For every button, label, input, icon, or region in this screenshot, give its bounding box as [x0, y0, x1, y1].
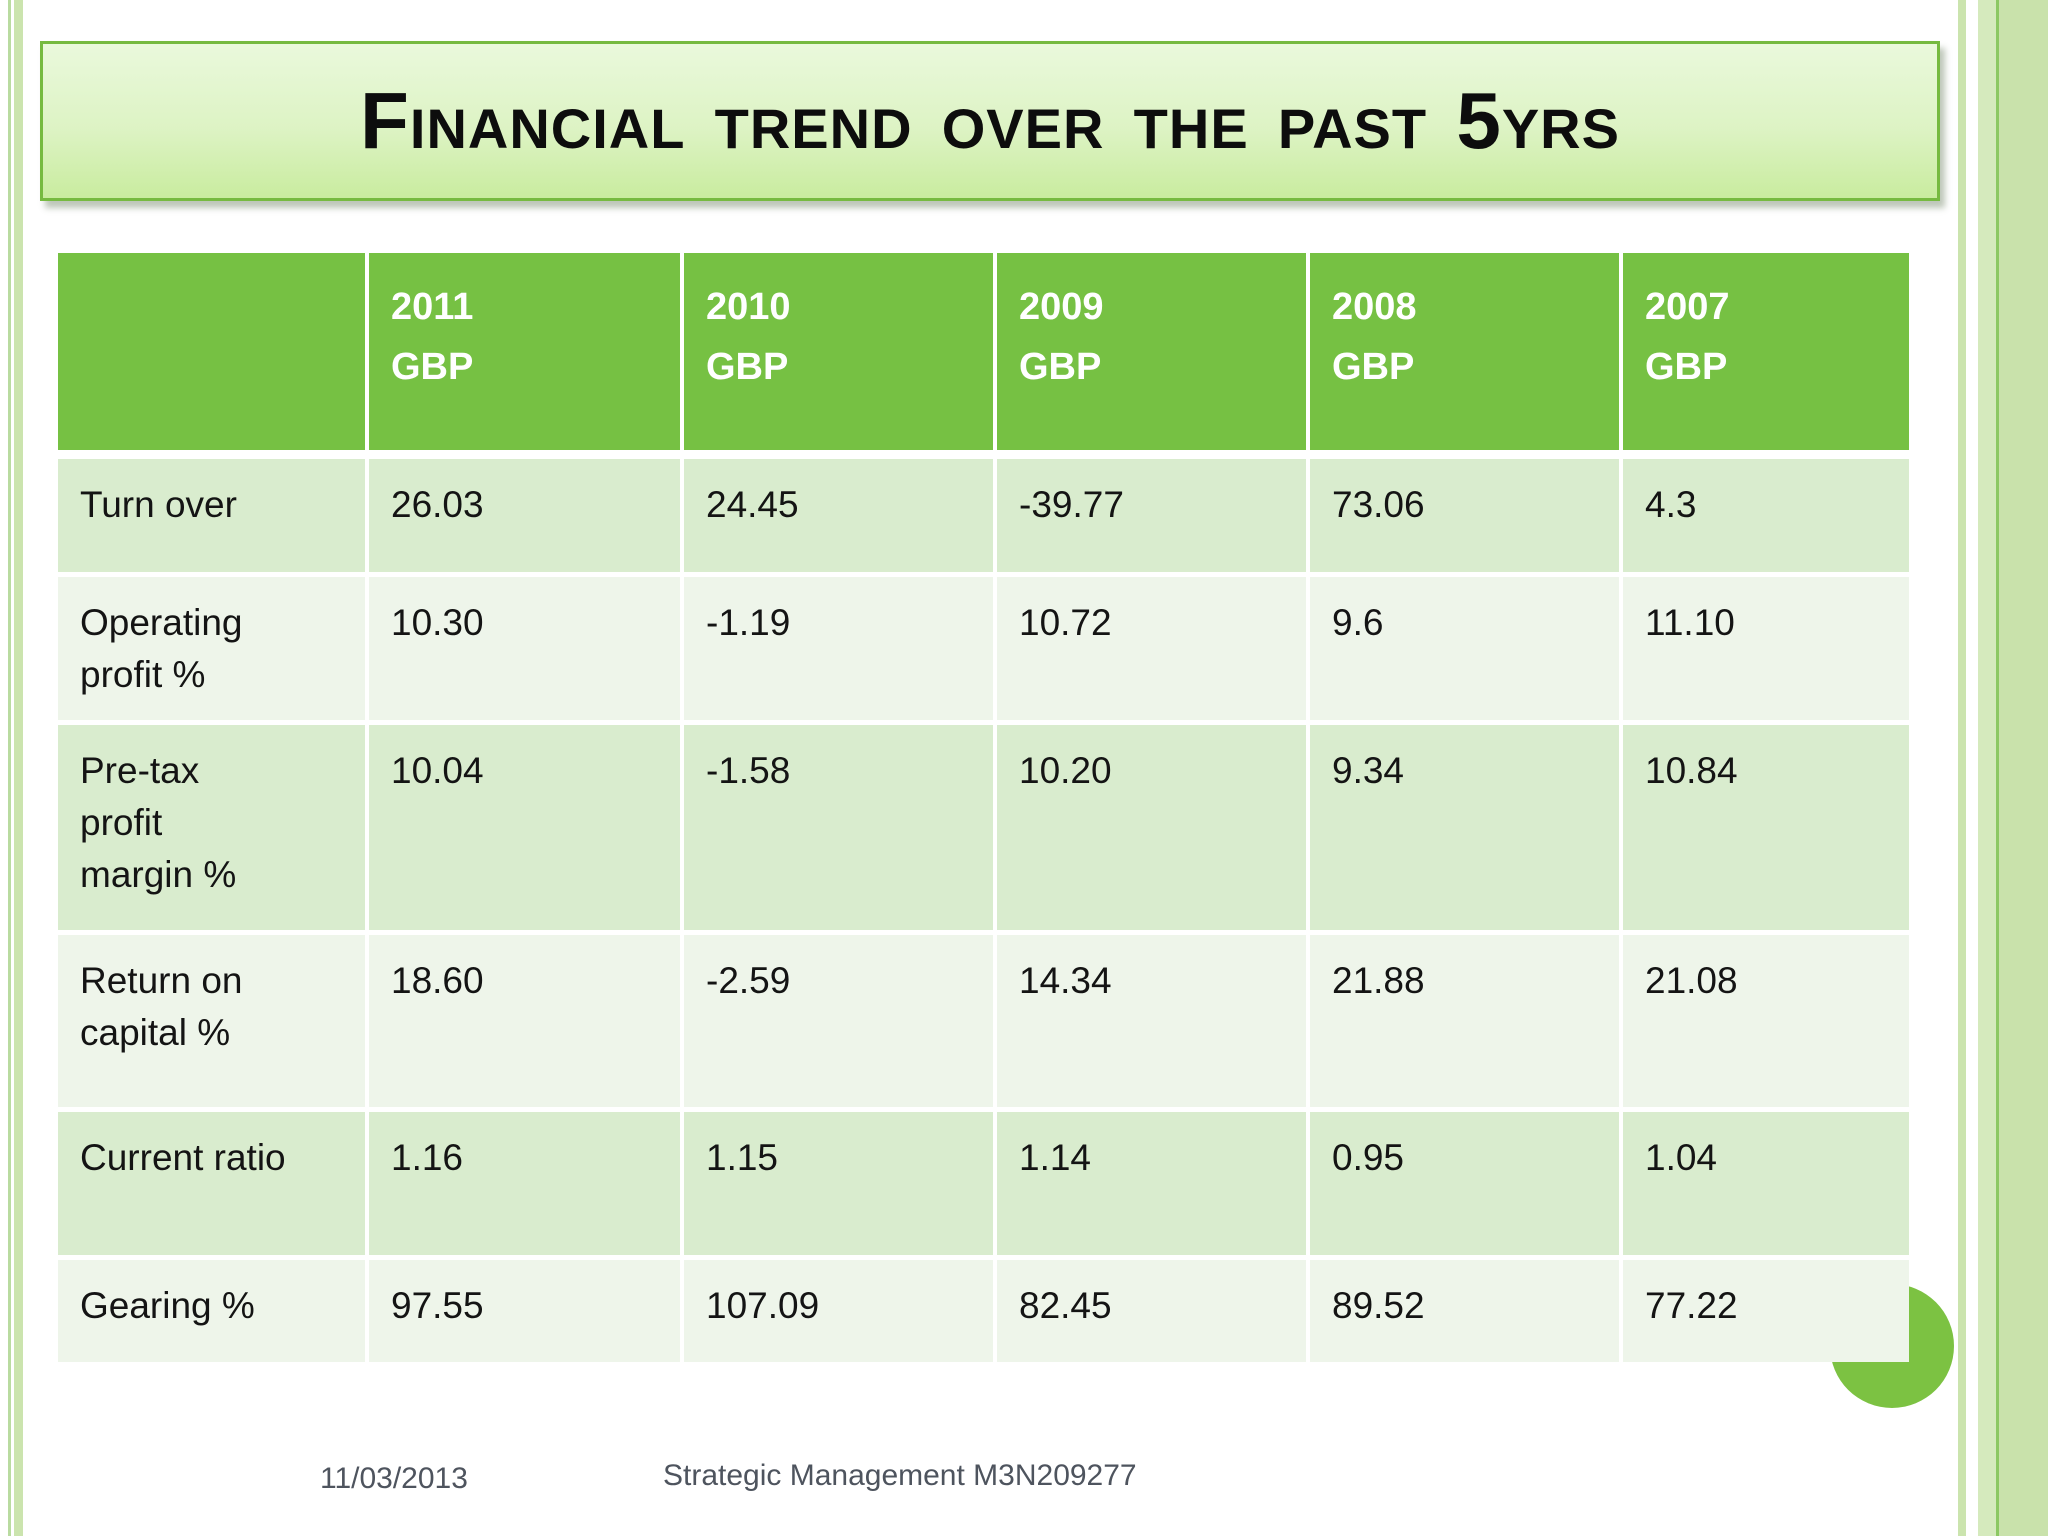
left-edge-accent-line [8, 0, 11, 1536]
row-label: Pre-tax profit margin % [58, 725, 365, 930]
table-value: 77.22 [1623, 1260, 1909, 1362]
header-cell-blank [58, 253, 365, 450]
table-row-current-ratio: Current ratio 1.16 1.15 1.14 0.95 1.04 [58, 1112, 1909, 1255]
table-value: 10.04 [369, 725, 680, 930]
table-value: -1.58 [684, 725, 993, 930]
table-value: 0.95 [1310, 1112, 1619, 1255]
table-value: 1.15 [684, 1112, 993, 1255]
table-value: 1.14 [997, 1112, 1306, 1255]
header-currency: GBP [391, 346, 474, 388]
table-row-pretax-margin: Pre-tax profit margin % 10.04 -1.58 10.2… [58, 725, 1909, 930]
header-year: 2011 [391, 286, 474, 328]
table-value: 82.45 [997, 1260, 1306, 1362]
table-value: 9.34 [1310, 725, 1619, 930]
table-value: 26.03 [369, 459, 680, 572]
table-value: 73.06 [1310, 459, 1619, 572]
table-value: 24.45 [684, 459, 993, 572]
header-cell-2009: 2009 GBP [997, 253, 1306, 450]
slide-title: Financial trend over the past 5yrs [360, 76, 1620, 165]
row-label: Operating profit % [58, 577, 365, 720]
table-value: 18.60 [369, 935, 680, 1107]
table-value: 10.30 [369, 577, 680, 720]
right-edge-accent-line [1996, 0, 1999, 1536]
header-year: 2008 [1332, 286, 1417, 328]
table-value: 10.72 [997, 577, 1306, 720]
header-currency: GBP [706, 346, 789, 388]
table-value: 107.09 [684, 1260, 993, 1362]
financial-table: 2011 GBP 2010 GBP 2009 GBP 2008 GBP 2007… [58, 253, 1909, 1362]
table-value: 97.55 [369, 1260, 680, 1362]
footer-date: 11/03/2013 [320, 1462, 468, 1495]
table-value: 10.84 [1623, 725, 1909, 930]
table-value: 14.34 [997, 935, 1306, 1107]
row-label: Gearing % [58, 1260, 365, 1362]
header-currency: GBP [1645, 346, 1728, 388]
table-value: 1.04 [1623, 1112, 1909, 1255]
header-currency: GBP [1332, 346, 1415, 388]
table-value: -1.19 [684, 577, 993, 720]
header-cell-2007: 2007 GBP [1623, 253, 1909, 450]
header-year: 2010 [706, 286, 791, 328]
header-cell-2010: 2010 GBP [684, 253, 993, 450]
table-value: 21.88 [1310, 935, 1619, 1107]
table-value: 4.3 [1623, 459, 1909, 572]
table-value: -2.59 [684, 935, 993, 1107]
table-row-gearing: Gearing % 97.55 107.09 82.45 89.52 77.22 [58, 1260, 1909, 1362]
table-row-operating-profit: Operating profit % 10.30 -1.19 10.72 9.6… [58, 577, 1909, 720]
row-label: Return on capital % [58, 935, 365, 1107]
table-value: -39.77 [997, 459, 1306, 572]
row-label: Turn over [58, 459, 365, 572]
header-year: 2007 [1645, 286, 1730, 328]
left-edge-stripe [14, 0, 23, 1536]
slide-title-box: Financial trend over the past 5yrs [40, 41, 1940, 201]
right-edge-stripe-mid [1978, 0, 1996, 1536]
table-value: 1.16 [369, 1112, 680, 1255]
header-cell-2011: 2011 GBP [369, 253, 680, 450]
table-value: 89.52 [1310, 1260, 1619, 1362]
right-edge-band [1999, 0, 2048, 1536]
table-header-row: 2011 GBP 2010 GBP 2009 GBP 2008 GBP 2007… [58, 253, 1909, 450]
table-row-turn-over: Turn over 26.03 24.45 -39.77 73.06 4.3 [58, 459, 1909, 572]
footer-course: Strategic Management M3N209277 [663, 1459, 1137, 1492]
right-edge-stripe-inner [1958, 0, 1966, 1536]
table-value: 21.08 [1623, 935, 1909, 1107]
table-row-return-on-capital: Return on capital % 18.60 -2.59 14.34 21… [58, 935, 1909, 1107]
row-label: Current ratio [58, 1112, 365, 1255]
header-year: 2009 [1019, 286, 1104, 328]
header-cell-2008: 2008 GBP [1310, 253, 1619, 450]
header-currency: GBP [1019, 346, 1102, 388]
table-value: 9.6 [1310, 577, 1619, 720]
table-value: 10.20 [997, 725, 1306, 930]
table-value: 11.10 [1623, 577, 1909, 720]
